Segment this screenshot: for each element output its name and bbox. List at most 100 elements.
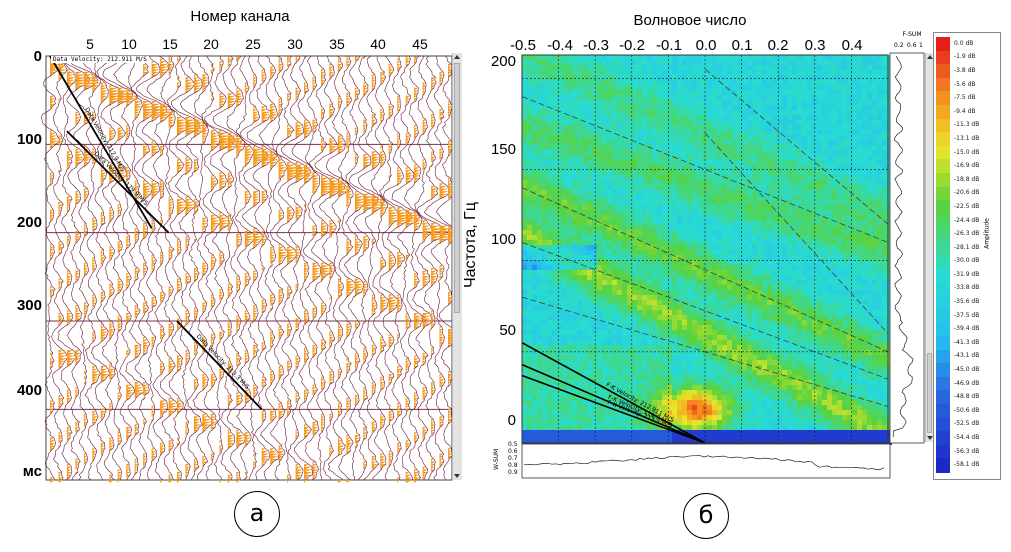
heatmap-cell — [572, 130, 577, 135]
heatmap-cell — [562, 250, 567, 255]
heatmap-cell — [522, 170, 527, 175]
heatmap-cell — [717, 275, 722, 280]
heatmap-cell — [727, 150, 732, 155]
heatmap-cell — [802, 120, 807, 125]
heatmap-cell — [607, 340, 612, 345]
scroll-down-arrow-icon[interactable] — [454, 474, 460, 478]
heatmap-cell — [667, 325, 672, 330]
heatmap-cell — [687, 190, 692, 195]
heatmap-cell — [707, 275, 712, 280]
vertical-scrollbar[interactable] — [452, 53, 462, 480]
heatmap-cell — [562, 80, 567, 85]
heatmap-cell — [522, 185, 527, 190]
heatmap-cell — [647, 250, 652, 255]
heatmap-cell — [592, 350, 597, 355]
heatmap-cell — [832, 370, 837, 375]
heatmap-cell — [737, 365, 742, 370]
heatmap-cell — [882, 330, 887, 335]
heatmap-cell — [687, 235, 692, 240]
heatmap-cell — [707, 175, 712, 180]
heatmap-cell — [767, 235, 772, 240]
heatmap-cell — [602, 305, 607, 310]
heatmap-cell — [742, 75, 747, 80]
heatmap-cell — [732, 235, 737, 240]
heatmap-cell — [727, 205, 732, 210]
heatmap-cell — [572, 105, 577, 110]
heatmap-cell — [552, 145, 557, 150]
heatmap-cell — [687, 195, 692, 200]
heatmap-cell — [692, 140, 697, 145]
heatmap-cell — [862, 200, 867, 205]
heatmap-cell — [687, 255, 692, 260]
heatmap-cell — [872, 205, 877, 210]
heatmap-cell — [762, 355, 767, 360]
heatmap-cell — [737, 250, 742, 255]
heatmap-cell — [712, 230, 717, 235]
heatmap-cell — [707, 300, 712, 305]
heatmap-cell — [792, 350, 797, 355]
heatmap-cell — [777, 100, 782, 105]
heatmap-cell — [672, 130, 677, 135]
heatmap-cell — [557, 290, 562, 295]
heatmap-cell — [612, 65, 617, 70]
heatmap-cell — [797, 225, 802, 230]
heatmap-cell — [687, 160, 692, 165]
heatmap-cell — [542, 200, 547, 205]
heatmap-cell — [792, 140, 797, 145]
heatmap-cell — [657, 220, 662, 225]
heatmap-cell — [717, 280, 722, 285]
heatmap-cell — [607, 230, 612, 235]
heatmap-cell — [727, 65, 732, 70]
heatmap-cell — [882, 90, 887, 95]
heatmap-cell — [847, 150, 852, 155]
heatmap-cell — [677, 230, 682, 235]
heatmap-cell — [562, 145, 567, 150]
heatmap-cell — [812, 235, 817, 240]
heatmap-cell — [682, 140, 687, 145]
heatmap-cell — [672, 370, 677, 375]
heatmap-cell — [592, 55, 597, 60]
heatmap-cell — [777, 205, 782, 210]
heatmap-cell — [642, 60, 647, 65]
heatmap-cell — [767, 185, 772, 190]
heatmap-cell — [662, 330, 667, 335]
heatmap-cell — [757, 375, 762, 380]
heatmap-cell — [642, 70, 647, 75]
heatmap-cell — [717, 240, 722, 245]
heatmap-cell — [522, 105, 527, 110]
heatmap-cell — [607, 315, 612, 320]
heatmap-cell — [752, 175, 757, 180]
heatmap-cell — [637, 300, 642, 305]
heatmap-cell — [712, 320, 717, 325]
heatmap-cell — [637, 315, 642, 320]
heatmap-cell — [857, 265, 862, 270]
heatmap-cell — [747, 295, 752, 300]
heatmap-cell — [862, 65, 867, 70]
heatmap-cell — [832, 160, 837, 165]
heatmap-cell — [597, 345, 602, 350]
heatmap-cell — [587, 290, 592, 295]
heatmap-cell — [862, 240, 867, 245]
heatmap-cell — [882, 60, 887, 65]
scroll-up-arrow-icon[interactable] — [454, 55, 460, 59]
heatmap-cell — [667, 80, 672, 85]
heatmap-cell — [567, 150, 572, 155]
heatmap-cell — [732, 90, 737, 95]
heatmap-cell — [652, 75, 657, 80]
scroll-thumb[interactable] — [454, 63, 460, 313]
heatmap-cell — [757, 145, 762, 150]
seismic-trace — [371, 55, 390, 481]
heatmap-cell — [612, 290, 617, 295]
heatmap-cell — [567, 65, 572, 70]
heatmap-cell — [792, 305, 797, 310]
heatmap-cell — [602, 155, 607, 160]
heatmap-cell — [637, 345, 642, 350]
heatmap-cell — [822, 135, 827, 140]
heatmap-cell — [722, 145, 727, 150]
heatmap-cell — [547, 120, 552, 125]
heatmap-cell — [617, 310, 622, 315]
heatmap-cell — [852, 240, 857, 245]
heatmap-cell — [547, 300, 552, 305]
heatmap-cell — [722, 230, 727, 235]
heatmap-cell — [887, 260, 892, 265]
